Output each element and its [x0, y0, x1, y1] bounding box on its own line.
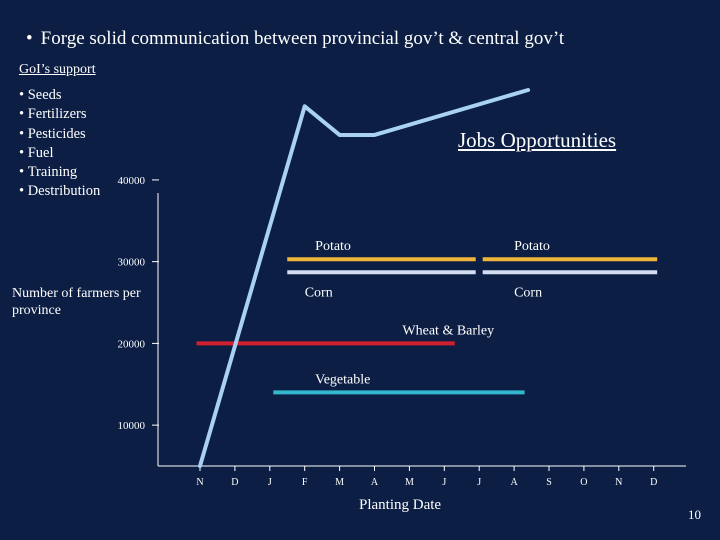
x-tick-label: M — [335, 477, 344, 488]
x-tick-label: N — [196, 477, 203, 488]
interval-label: Corn — [305, 285, 333, 300]
jobs-title: Jobs Opportunities — [458, 128, 617, 152]
interval-label: Wheat & Barley — [402, 323, 494, 338]
x-tick-label: J — [268, 477, 272, 488]
x-tick-label: O — [580, 477, 587, 488]
x-tick-label: D — [231, 477, 238, 488]
y-tick-label: 10000 — [118, 420, 146, 432]
interval-label: Potato — [315, 239, 351, 254]
x-tick-label: A — [510, 477, 518, 488]
x-tick-label: M — [405, 477, 414, 488]
interval-label: Potato — [514, 239, 550, 254]
farmers-line — [198, 88, 531, 468]
headline-bullet: • — [26, 28, 33, 49]
page-number: 10 — [688, 507, 701, 522]
support-item: Training — [19, 163, 100, 182]
support-item: Pesticides — [19, 125, 100, 144]
x-tick-label: S — [546, 477, 552, 488]
headline-text: Forge solid communication between provin… — [40, 28, 565, 49]
interval-label: Corn — [514, 285, 542, 300]
y-tick-label: 20000 — [118, 338, 146, 350]
x-tick-label: F — [302, 477, 308, 488]
slide-headline: • Forge solid communication between provi… — [26, 28, 564, 50]
x-axis-label: Planting Date — [359, 497, 442, 513]
support-item: Fuel — [19, 144, 100, 163]
y-tick-label: 30000 — [118, 257, 146, 269]
y-tick-label: 40000 — [118, 175, 146, 187]
support-item: Destribution — [19, 182, 101, 201]
x-tick-label: J — [442, 477, 446, 488]
x-tick-label: A — [371, 477, 379, 488]
support-list: SeedsFertilizersPesticidesFuelTrainingDe… — [19, 86, 101, 202]
x-tick-label: D — [650, 477, 657, 488]
x-tick-label: J — [477, 477, 481, 488]
y-axis-label: Number of farmers per province — [12, 286, 141, 318]
x-tick-label: N — [615, 477, 622, 488]
support-item: Seeds — [19, 86, 100, 105]
support-title: GoI’s support — [19, 62, 96, 77]
support-item: Fertilizers — [19, 105, 100, 124]
interval-label: Vegetable — [315, 372, 370, 387]
